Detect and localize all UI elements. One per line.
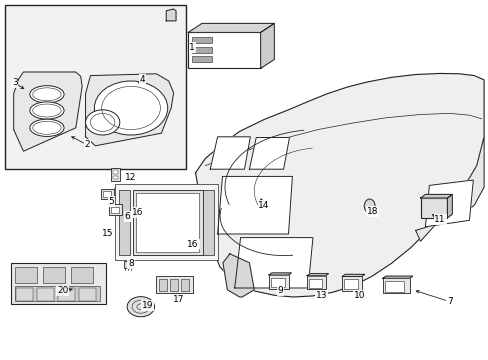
Text: 10: 10 bbox=[353, 291, 365, 300]
Text: 5: 5 bbox=[108, 197, 114, 206]
Bar bbox=[382, 278, 409, 293]
Text: 4: 4 bbox=[140, 75, 145, 84]
Bar bbox=[43, 267, 65, 283]
Text: 15: 15 bbox=[102, 229, 113, 238]
Polygon shape bbox=[306, 274, 328, 276]
Ellipse shape bbox=[30, 119, 64, 136]
Polygon shape bbox=[342, 274, 364, 276]
Text: 20: 20 bbox=[57, 287, 68, 295]
Text: 3: 3 bbox=[12, 78, 18, 87]
Polygon shape bbox=[85, 74, 173, 146]
Bar bbox=[111, 168, 120, 181]
Circle shape bbox=[85, 110, 120, 135]
Bar bbox=[58, 288, 75, 301]
Text: 6: 6 bbox=[124, 212, 130, 221]
Polygon shape bbox=[420, 194, 451, 198]
Text: 8: 8 bbox=[128, 259, 134, 268]
Bar bbox=[342, 276, 361, 291]
Text: 16: 16 bbox=[132, 208, 143, 217]
Polygon shape bbox=[415, 137, 483, 241]
Bar bbox=[156, 276, 193, 293]
Bar bbox=[123, 261, 133, 268]
Bar bbox=[181, 279, 188, 291]
Polygon shape bbox=[188, 23, 274, 32]
Bar bbox=[136, 193, 199, 252]
Text: 16: 16 bbox=[187, 240, 199, 248]
Polygon shape bbox=[447, 194, 451, 218]
Polygon shape bbox=[249, 138, 289, 169]
Polygon shape bbox=[14, 72, 82, 151]
Bar bbox=[384, 281, 404, 292]
Polygon shape bbox=[210, 137, 250, 169]
Text: 1: 1 bbox=[189, 43, 195, 52]
Bar bbox=[79, 288, 96, 301]
Text: 12: 12 bbox=[125, 173, 137, 181]
Text: 13: 13 bbox=[315, 291, 327, 300]
Bar bbox=[113, 170, 118, 174]
Polygon shape bbox=[217, 176, 292, 234]
Bar bbox=[113, 176, 118, 179]
Bar bbox=[203, 190, 213, 255]
Text: 17: 17 bbox=[172, 295, 184, 304]
Text: 14: 14 bbox=[258, 201, 269, 210]
Polygon shape bbox=[166, 9, 176, 21]
Bar bbox=[268, 275, 288, 289]
Bar bbox=[344, 279, 357, 289]
Ellipse shape bbox=[364, 199, 374, 213]
Text: 11: 11 bbox=[433, 215, 445, 224]
Text: 9: 9 bbox=[277, 287, 283, 295]
Bar bbox=[270, 278, 284, 287]
Bar bbox=[15, 267, 37, 283]
Bar bbox=[5, 5, 185, 169]
Bar bbox=[102, 191, 111, 197]
Bar bbox=[133, 190, 203, 255]
Ellipse shape bbox=[30, 86, 64, 103]
Bar bbox=[192, 56, 211, 62]
Bar bbox=[110, 207, 119, 213]
Text: 7: 7 bbox=[446, 297, 452, 306]
Bar bbox=[71, 267, 93, 283]
Bar bbox=[16, 288, 33, 301]
Polygon shape bbox=[268, 273, 291, 275]
Text: 2: 2 bbox=[84, 140, 90, 149]
Polygon shape bbox=[234, 238, 312, 288]
Bar bbox=[192, 37, 211, 43]
Bar bbox=[115, 184, 217, 260]
Bar bbox=[11, 263, 106, 304]
Bar bbox=[188, 32, 260, 68]
Bar bbox=[159, 279, 167, 291]
Polygon shape bbox=[195, 73, 483, 297]
Bar bbox=[420, 198, 447, 218]
Bar bbox=[37, 288, 54, 301]
Bar bbox=[108, 204, 122, 215]
Bar bbox=[308, 279, 321, 288]
Polygon shape bbox=[425, 180, 472, 227]
Text: 19: 19 bbox=[142, 301, 153, 310]
Bar bbox=[119, 190, 129, 255]
Polygon shape bbox=[223, 254, 254, 297]
Circle shape bbox=[127, 297, 154, 317]
Ellipse shape bbox=[30, 102, 64, 119]
Bar bbox=[170, 279, 178, 291]
Bar bbox=[15, 286, 100, 301]
Text: 18: 18 bbox=[366, 207, 378, 216]
Polygon shape bbox=[382, 276, 412, 278]
Bar bbox=[306, 276, 325, 289]
Circle shape bbox=[94, 81, 167, 135]
Bar bbox=[192, 47, 211, 53]
Polygon shape bbox=[260, 23, 274, 68]
Bar bbox=[101, 189, 114, 199]
